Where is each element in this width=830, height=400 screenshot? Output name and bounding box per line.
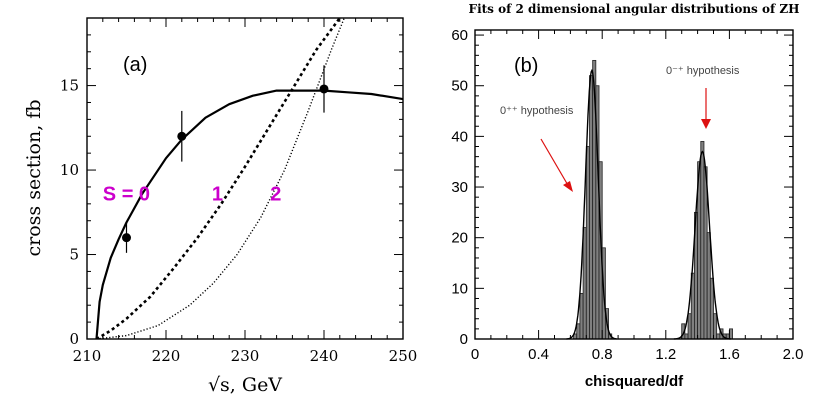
histogram-bar bbox=[589, 75, 594, 340]
histogram-bar bbox=[700, 141, 705, 340]
histogram-bar bbox=[684, 333, 689, 340]
histogram-bar bbox=[706, 232, 711, 340]
series-line-s1 bbox=[95, 18, 342, 339]
panel-b: Fits of 2 dimensional angular distributi… bbox=[451, 2, 803, 390]
x-tick-label: 240 bbox=[310, 347, 339, 365]
data-point bbox=[177, 131, 187, 141]
histogram-bar bbox=[579, 293, 584, 340]
arrow-0mp bbox=[701, 88, 711, 129]
panel-a-points bbox=[122, 65, 329, 253]
annotation-s1: 1 bbox=[212, 183, 223, 205]
panel-a-frame bbox=[86, 17, 404, 340]
histogram-bar bbox=[576, 323, 581, 340]
x-tick-label: 0.4 bbox=[528, 346, 549, 363]
y-tick-label: 20 bbox=[451, 230, 468, 247]
panel-a-x-axis-label: √s, GeV bbox=[208, 374, 282, 396]
panel-a-label: (a) bbox=[123, 54, 147, 76]
histogram-bar bbox=[687, 313, 692, 340]
gaussian-fit-line bbox=[673, 150, 731, 340]
series-line-s0 bbox=[95, 89, 403, 339]
y-tick-label: 0 bbox=[69, 330, 79, 348]
annotation-s2: 2 bbox=[270, 183, 281, 205]
panel-a-x-tick-labels: 210 220 230 240 250 bbox=[73, 347, 418, 365]
panel-b-title: Fits of 2 dimensional angular distributi… bbox=[469, 2, 800, 16]
histogram-bar bbox=[709, 277, 714, 340]
annotation-s0: S = 0 bbox=[103, 183, 150, 205]
y-tick-label: 10 bbox=[60, 161, 79, 179]
panel-a-y-axis-label: cross section, fb bbox=[23, 99, 45, 256]
data-point bbox=[319, 84, 329, 94]
histogram-bar bbox=[716, 333, 721, 340]
x-tick-label: 1.6 bbox=[719, 346, 740, 363]
panel-b-x-axis-label: chisquared/df bbox=[585, 373, 684, 390]
y-tick-label: 0 bbox=[460, 331, 468, 348]
panel-b-fit-curves bbox=[566, 68, 731, 340]
y-tick-label: 5 bbox=[69, 246, 79, 264]
annotation-0pp-hypothesis: 0⁺⁺ hypothesis bbox=[500, 105, 574, 117]
y-tick-label: 30 bbox=[451, 179, 468, 196]
x-tick-label: 210 bbox=[73, 347, 102, 365]
panel-a: 210 220 230 240 250 0 5 10 15 (a) √s, GeV cross… bbox=[23, 17, 418, 396]
x-tick-label: 1.2 bbox=[655, 346, 676, 363]
panel-a-y-tick-labels: 0 5 10 15 bbox=[60, 77, 79, 348]
x-tick-label: 0.8 bbox=[592, 346, 613, 363]
series-line-s2 bbox=[96, 18, 346, 339]
x-tick-label: 0 bbox=[471, 346, 479, 363]
arrow-0pp bbox=[540, 138, 573, 192]
y-tick-label: 15 bbox=[60, 77, 79, 95]
y-tick-label: 40 bbox=[451, 128, 468, 145]
panel-b-label: (b) bbox=[514, 55, 538, 77]
x-tick-label: 2.0 bbox=[783, 346, 804, 363]
panel-b-y-tick-labels: 0 10 20 30 40 50 60 bbox=[451, 27, 468, 348]
histogram-bar bbox=[582, 227, 587, 340]
panel-b-x-tick-labels: 0 0.4 0.8 1.2 1.6 2.0 bbox=[471, 346, 804, 363]
histogram-bar bbox=[585, 146, 590, 340]
panel-b-histogram bbox=[573, 59, 733, 340]
x-tick-label: 250 bbox=[389, 347, 418, 365]
data-point bbox=[122, 233, 131, 243]
y-tick-label: 10 bbox=[451, 280, 468, 297]
y-tick-label: 50 bbox=[451, 78, 468, 95]
histogram-bar bbox=[703, 166, 708, 340]
gaussian-fit-line bbox=[566, 68, 617, 340]
panel-b-frame bbox=[474, 29, 794, 340]
x-tick-label: 220 bbox=[152, 347, 181, 365]
y-tick-label: 60 bbox=[451, 27, 468, 44]
annotation-0mp-hypothesis: 0⁻⁺ hypothesis bbox=[666, 65, 740, 77]
x-tick-label: 230 bbox=[231, 347, 260, 365]
